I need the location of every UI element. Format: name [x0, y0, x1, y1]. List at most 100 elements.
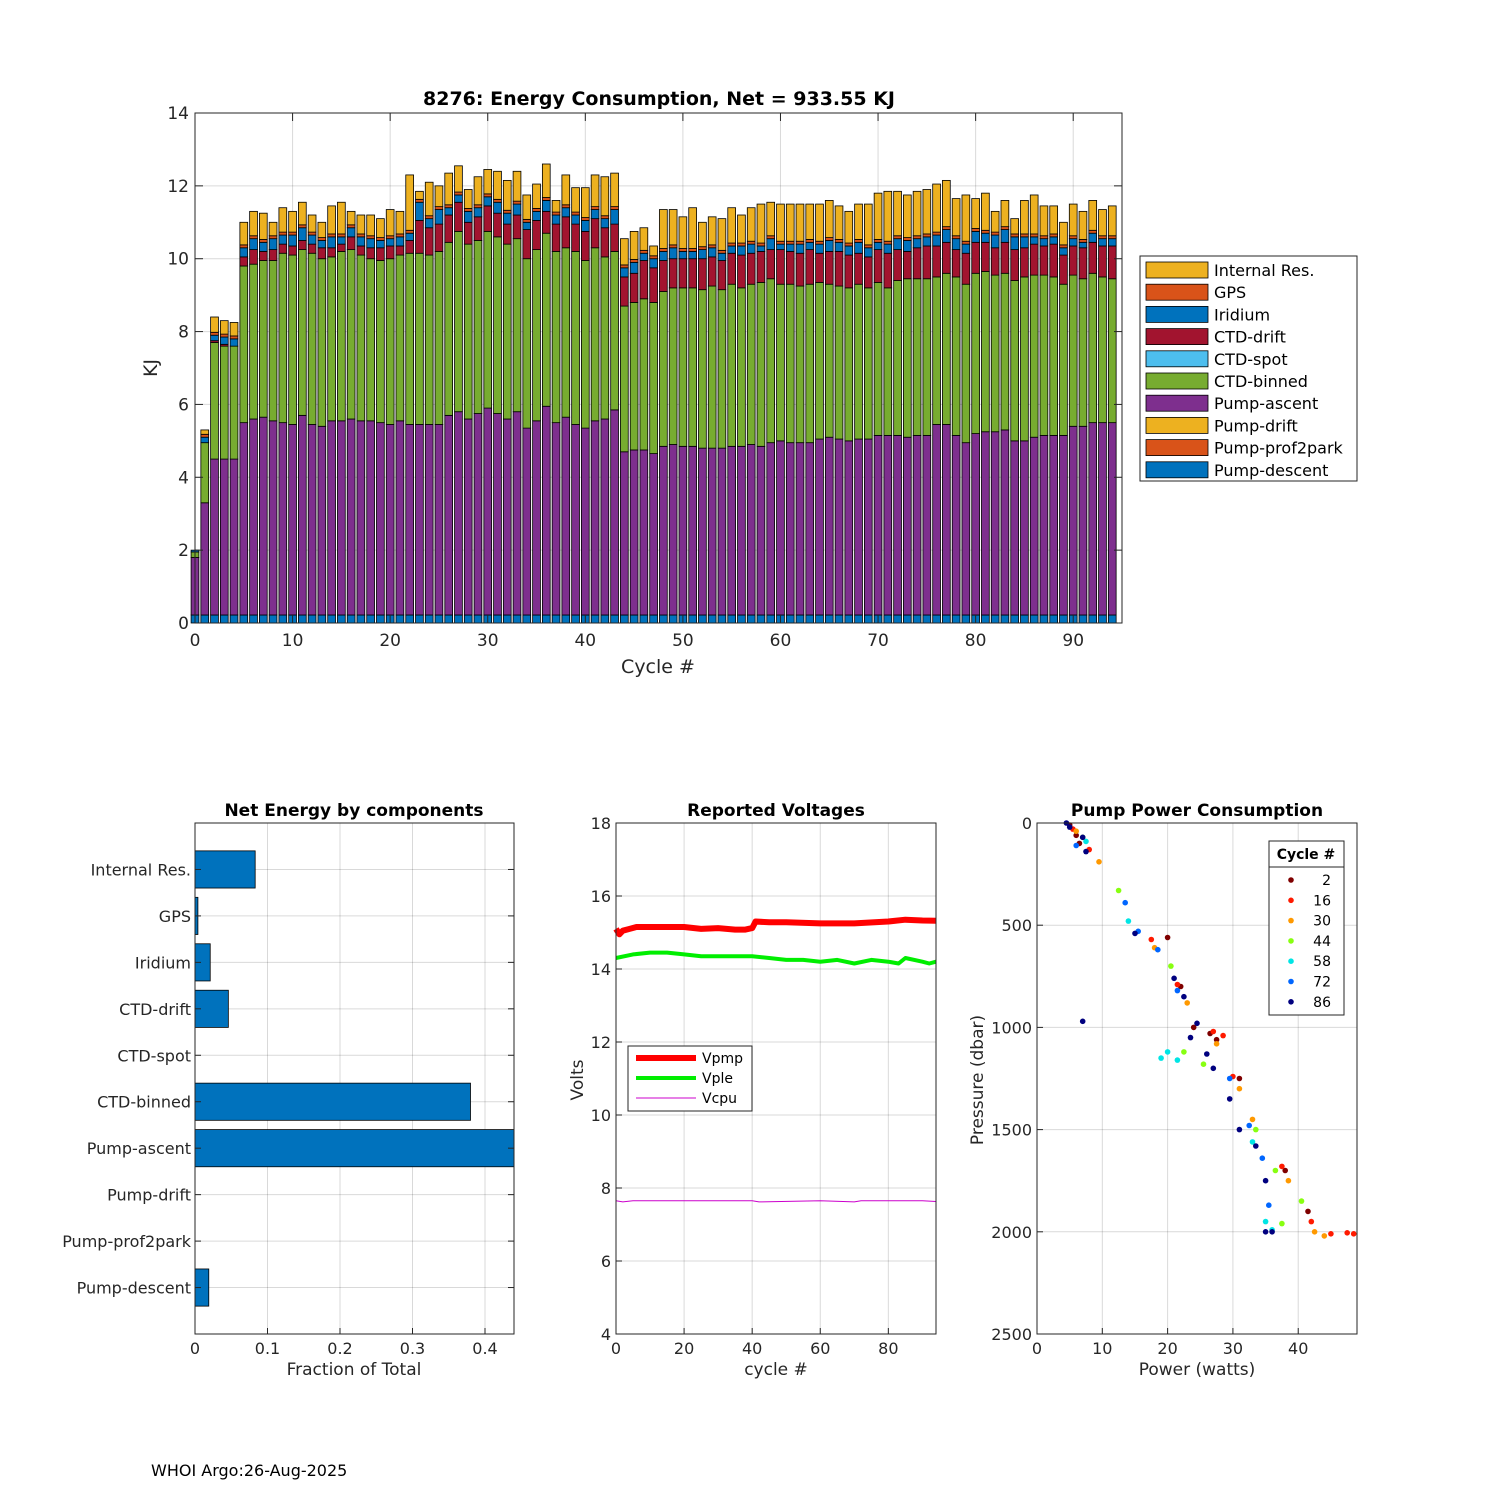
bar-segment-ctd-binned — [659, 291, 668, 447]
bar-segment-pump-ascent — [483, 407, 493, 616]
bar-segment-gps — [385, 235, 395, 240]
bar-segment-ctd-drift — [1059, 254, 1068, 285]
bar-segment-ctd-drift — [483, 205, 493, 232]
pump-power-chart: Pump Power Consumption 0 500 1000 1500 2000 2… — [968, 801, 1358, 1380]
energy-y-tick-label: 2 — [178, 541, 189, 561]
bar-segment-internal-res — [454, 165, 463, 193]
pump-point-cycle-86 — [1194, 1020, 1200, 1027]
pump-point-cycle-16 — [1148, 936, 1155, 943]
bar-segment-ctd-binned — [200, 442, 210, 504]
bar-segment-iridium — [239, 247, 249, 258]
pump-legend-marker — [1288, 958, 1294, 964]
bar-segment-pump-ascent — [990, 431, 1000, 616]
bar-segment-iridium — [824, 240, 834, 252]
bar-segment-pump-descent — [366, 614, 375, 624]
bar-segment-ctd-binned — [1049, 276, 1058, 436]
bar-segment-internal-res — [229, 322, 239, 337]
bar-segment-pump-descent — [307, 614, 317, 624]
bar-segment-internal-res — [532, 183, 541, 209]
pump-point-cycle-86 — [1079, 1018, 1086, 1025]
bar-segment-ctd-binned — [932, 276, 941, 425]
bar-segment-gps — [268, 235, 278, 240]
bar-segment-ctd-binned — [346, 249, 356, 420]
bar-segment-iridium — [366, 238, 375, 249]
pump-point-cycle-72 — [1174, 987, 1181, 994]
bar-segment-gps — [844, 242, 854, 247]
bar-segment-pump-ascent — [434, 424, 444, 616]
bar-segment-gps — [239, 244, 249, 249]
bar-segment-iridium — [405, 232, 414, 241]
bar-segment-gps — [649, 255, 658, 260]
bar-segment-pump-descent — [1029, 614, 1039, 624]
bar-segment-pump-ascent — [698, 447, 707, 616]
bar-segment-gps — [971, 228, 980, 232]
bar-segment-internal-res — [493, 170, 502, 200]
bar-segment-internal-res — [942, 179, 951, 228]
bar-segment-ctd-binned — [727, 283, 736, 447]
bar-segment-pump-descent — [746, 614, 756, 624]
bar-segment-iridium — [337, 236, 346, 245]
bar-segment-ctd-drift — [912, 247, 922, 280]
bar-segment-pump-descent — [434, 614, 444, 624]
bar-segment-gps — [785, 240, 795, 245]
bar-segment-ctd-binned — [337, 251, 346, 422]
pump-point-cycle-2 — [1213, 1036, 1220, 1043]
bar-segment-iridium — [1098, 238, 1107, 247]
bar-segment-pump-ascent — [571, 424, 580, 616]
pump-point-cycle-16 — [1174, 981, 1181, 988]
pump-legend-marker — [1288, 999, 1294, 1005]
bar-segment-ctd-drift — [405, 240, 414, 254]
bar-segment-pump-ascent — [317, 425, 327, 616]
bar-segment-gps — [1049, 233, 1058, 238]
bar-segment-iridium — [483, 196, 493, 207]
bar-segment-gps — [932, 231, 941, 236]
components-x-tick-label: 0.3 — [400, 1339, 425, 1358]
bar-segment-gps — [629, 259, 639, 263]
bar-segment-ctd-binned — [629, 302, 639, 451]
bar-segment-iridium — [854, 241, 863, 254]
bar-segment-internal-res — [1000, 200, 1010, 228]
components-chart: Net Energy by components 0 0.1 0.2 0.3 0.4 In… — [62, 801, 515, 1380]
bar-segment-iridium — [981, 232, 990, 243]
bar-segment-pump-descent — [834, 614, 844, 624]
bar-segment-internal-res — [298, 201, 307, 226]
bar-segment-ctd-drift — [990, 247, 1000, 276]
bar-segment-ctd-binned — [463, 243, 473, 420]
bar-segment-internal-res — [434, 185, 444, 208]
bar-segment-pump-descent — [522, 614, 532, 624]
bar-segment-pump-ascent — [795, 442, 805, 616]
energy-y-tick-label: 0 — [178, 614, 189, 634]
bar-segment-iridium — [649, 258, 658, 269]
pump-point-cycle-58 — [1174, 1057, 1181, 1063]
energy-legend-label: GPS — [1214, 283, 1246, 302]
bar-segment-internal-res — [249, 210, 258, 237]
bar-segment-internal-res — [541, 163, 551, 198]
bar-segment-gps — [717, 249, 727, 254]
bar-segment-iridium — [961, 243, 971, 254]
bar-segment-pump-ascent — [756, 445, 766, 616]
voltage-y-tick-label: 12 — [591, 1033, 611, 1052]
bar-segment-ctd-binned — [415, 252, 424, 425]
bar-segment-gps — [942, 226, 951, 230]
bar-segment-iridium — [678, 251, 688, 260]
bar-segment-ctd-binned — [620, 305, 629, 453]
bar-segment-ctd-binned — [766, 278, 776, 444]
bar-segment-pump-descent — [424, 614, 434, 624]
bar-segment-pump-descent — [922, 614, 932, 624]
bar-segment-pump-ascent — [385, 424, 395, 616]
components-plot-frame — [194, 822, 515, 1335]
bar-segment-iridium — [668, 247, 678, 260]
bar-segment-ctd-binned — [1059, 283, 1068, 436]
energy-y-label: KJ — [140, 359, 162, 377]
bar-segment-ctd-drift — [288, 245, 297, 256]
pump-point-cycle-86 — [1132, 930, 1138, 937]
bar-segment-internal-res — [483, 169, 493, 195]
bar-segment-pump-descent — [317, 614, 327, 624]
bar-segment-ctd-binned — [327, 256, 336, 422]
bar-segment-pump-ascent — [1068, 425, 1078, 616]
pump-point-cycle-16 — [1279, 1163, 1285, 1170]
bar-segment-pump-descent — [737, 614, 746, 624]
bar-segment-internal-res — [883, 190, 893, 242]
bar-segment-pump-ascent — [922, 434, 932, 616]
pump-legend-label: 44 — [1313, 934, 1331, 950]
